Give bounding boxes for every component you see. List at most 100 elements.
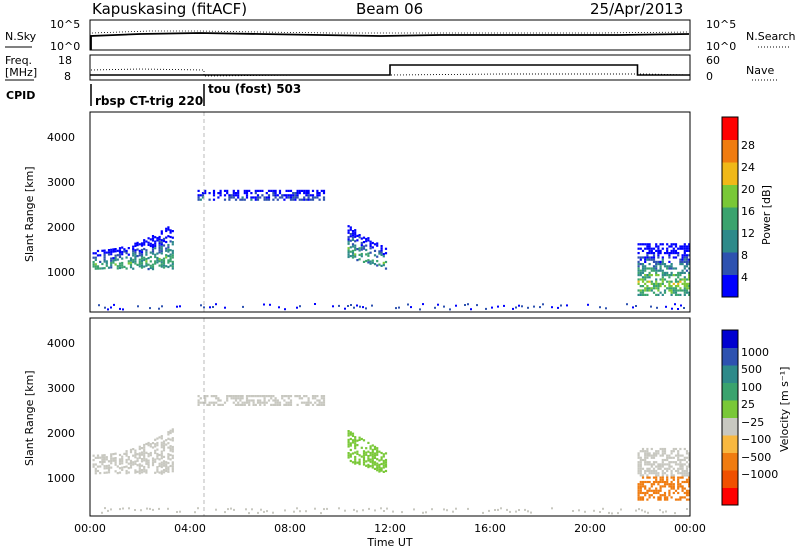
heatmap-cell [223,189,227,192]
heatmap-cell [639,291,642,294]
heatmap-cell [156,444,159,447]
heatmap-cell [307,397,310,400]
heatmap-cell [274,401,277,404]
heatmap-cell [132,245,135,248]
heatmap-cell [146,507,148,510]
heatmap-cell [265,192,268,195]
heatmap-cell [644,463,647,466]
heatmap-cell [347,231,350,234]
heatmap-cell [136,255,139,258]
heatmap-cell [158,453,161,457]
heatmap-cell [237,397,240,400]
heatmap-cell [646,474,649,477]
heatmap-cell [316,399,319,402]
heatmap-cell [661,276,664,279]
heatmap-cell [276,399,279,402]
heatmap-cell [265,196,268,199]
heatmap-cell [358,460,361,463]
heatmap-cell [527,306,529,309]
heatmap-cell [648,247,651,250]
heatmap-cell [639,271,642,274]
heatmap-cell [661,478,664,481]
heatmap-cell [668,256,671,259]
heatmap-cell [158,260,161,263]
heatmap-cell [677,276,680,279]
heatmap-cell [681,269,684,272]
heatmap-cell [376,242,379,245]
heatmap-cell [349,255,352,258]
heatmap-cell [360,252,363,256]
heatmap-cell [160,465,163,469]
heatmap-cell [648,454,651,457]
heatmap-cell [663,289,667,292]
heatmap-cell [360,241,363,245]
heatmap-cell [641,450,645,453]
heatmap-cell [138,463,141,466]
heatmap-cell [365,237,368,241]
heatmap-cell [652,456,656,459]
heatmap-cell [637,487,640,490]
heatmap-cell [136,248,139,251]
heatmap-cell [107,509,109,512]
heatmap-cell [551,507,553,510]
heatmap-cell [143,443,146,447]
heatmap-cell [145,262,148,265]
heatmap-cell [371,448,374,451]
nsky-tick-bottom: 10^0 [50,40,80,53]
heatmap-cell [518,304,520,307]
heatmap-cell [270,395,273,398]
heatmap-cell [197,395,200,398]
heatmap-cell [635,305,637,307]
heatmap-cell [686,508,688,510]
heatmap-cell [683,252,686,255]
heatmap-cell [668,491,671,495]
heatmap-cell [154,253,157,256]
heatmap-cell [683,265,686,268]
heatmap-cell [652,291,656,294]
heatmap-cell [443,508,445,511]
heatmap-cell [657,260,660,263]
heatmap-cell [169,458,172,461]
heatmap-cell [160,263,163,266]
heatmap-cell [281,397,284,400]
heatmap-cell [285,194,288,197]
heatmap-cell [641,276,645,279]
heatmap-cell [322,399,326,402]
heatmap-cell [254,196,257,199]
heatmap-cell [162,259,166,262]
heatmap-cell [373,452,377,455]
heatmap-cell [666,480,669,484]
heatmap-cell [169,464,172,468]
heatmap-cell [300,397,304,400]
heatmap-cell [287,395,290,398]
heatmap-cell [668,252,671,255]
heatmap-cell [121,264,124,267]
heatmap-cell [243,189,246,192]
power-plot-frame [89,111,691,313]
heatmap-cell [661,450,664,453]
heatmap-cell [136,470,139,473]
heatmap-cell [650,258,653,261]
heatmap-cell [646,480,649,484]
velocity-colorbar [722,330,738,506]
heatmap-cell [138,252,141,255]
heatmap-cell [652,483,656,486]
heatmap-cell [373,254,377,257]
heatmap-cell [641,271,645,274]
velocity-ytick-1000: 1000 [47,472,75,485]
heatmap-cell [652,269,656,272]
heatmap-cell [485,307,487,310]
heatmap-cell [641,263,645,266]
heatmap-cell [681,476,684,479]
heatmap-cell [136,263,139,266]
heatmap-cell [171,463,174,466]
heatmap-cell [143,247,146,251]
heatmap-cell [107,469,111,472]
heatmap-cell [685,287,689,290]
heatmap-cell [378,263,381,266]
heatmap-cell [285,401,288,404]
heatmap-cell [167,457,170,460]
heatmap-cell [245,189,249,192]
heatmap-cell [197,196,200,199]
heatmap-cell [307,189,310,192]
